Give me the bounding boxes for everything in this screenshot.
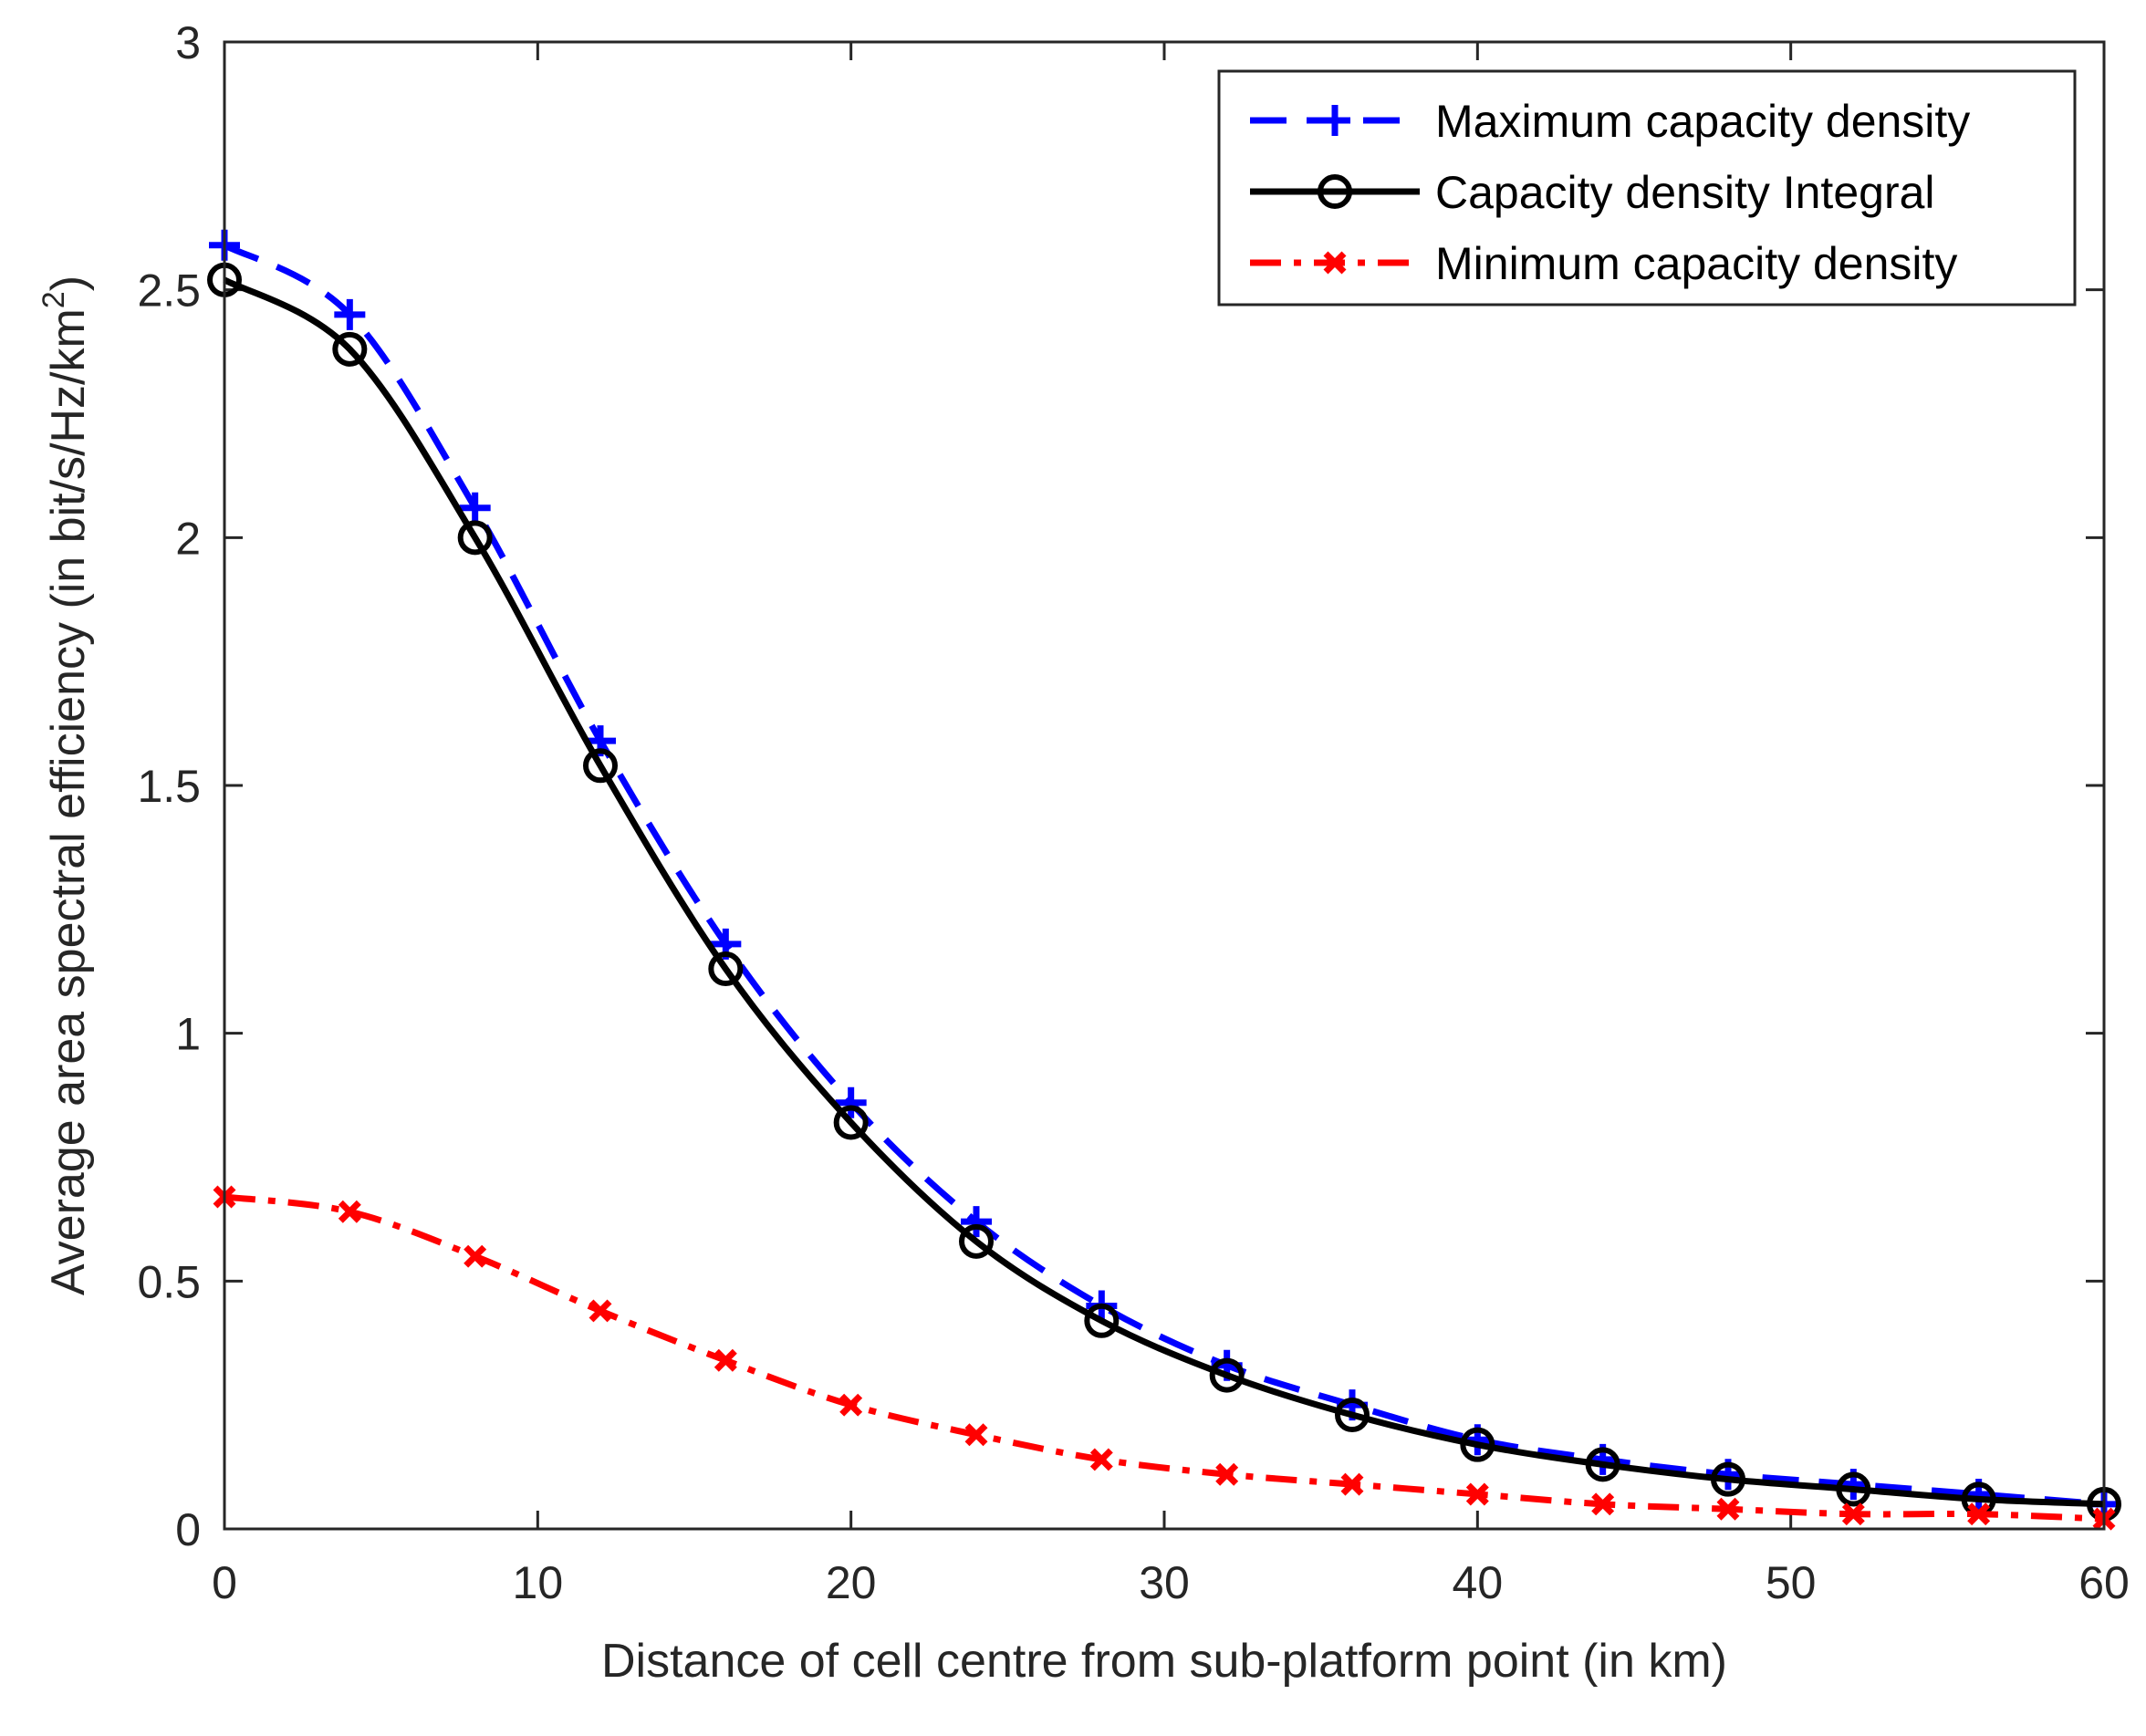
data-point-b <box>1215 1462 1239 1486</box>
data-point-b <box>1591 1492 1615 1516</box>
data-point-b <box>839 1393 863 1417</box>
x-tick-label: 30 <box>1139 1557 1190 1608</box>
y-tick-label: 0 <box>175 1504 201 1555</box>
data-point-b <box>338 1200 361 1223</box>
y-axis-label-text: Average area spectral efficiency (in bit… <box>42 308 95 1295</box>
legend-label: Capacity density Integral <box>1435 167 1935 218</box>
data-point <box>708 951 744 987</box>
data-point-b <box>1089 1448 1113 1471</box>
data-point-b <box>1340 1472 1364 1496</box>
data-point <box>1841 1502 1865 1526</box>
data-point <box>1215 1462 1239 1486</box>
x-tick-label: 60 <box>2078 1557 2130 1608</box>
data-point <box>457 520 493 556</box>
legend-label: Maximum capacity density <box>1435 96 1970 147</box>
y-tick-label: 1.5 <box>137 761 201 812</box>
data-point <box>1591 1492 1615 1516</box>
data-point <box>583 748 618 784</box>
x-axis-label: Distance of cell centre from sub-platfor… <box>601 1635 1727 1688</box>
legend: Maximum capacity density Capacity density… <box>1217 69 2077 307</box>
data-point <box>1340 1472 1364 1496</box>
y-axis-label: Average area spectral efficiency (in bit… <box>36 275 95 1295</box>
data-point <box>964 1423 988 1447</box>
data-point <box>835 1086 867 1118</box>
legend-marker <box>1323 251 1347 275</box>
data-point <box>1585 1447 1620 1482</box>
y-tick-label: 2.5 <box>137 265 201 317</box>
data-point-b <box>1716 1497 1740 1521</box>
axes-box <box>223 40 2106 1531</box>
x-tick-label: 20 <box>826 1557 877 1608</box>
data-point <box>833 1105 869 1140</box>
data-point <box>1711 1461 1745 1497</box>
data-point <box>332 331 368 367</box>
data-point <box>459 492 491 524</box>
x-tick-label: 10 <box>513 1557 564 1608</box>
data-point-b <box>1841 1502 1865 1526</box>
data-point <box>959 1223 994 1259</box>
data-point-b <box>589 1299 612 1323</box>
data-point <box>1089 1448 1113 1471</box>
series-line <box>223 242 2105 1508</box>
data-point-b <box>714 1348 737 1372</box>
y-axis-label-superscript: 2 <box>36 291 71 308</box>
series-3 <box>213 1185 2116 1531</box>
data-point-b <box>1967 1502 1991 1526</box>
y-tick-label: 1 <box>175 1009 201 1060</box>
data-point <box>338 1200 361 1223</box>
legend-entry: Maximum capacity density <box>1250 96 1970 147</box>
x-tick-label: 40 <box>1453 1557 1504 1608</box>
data-point <box>1084 1303 1120 1338</box>
data-point <box>1836 1471 1871 1507</box>
data-point-b <box>964 1423 988 1447</box>
x-tick-label: 50 <box>1766 1557 1817 1608</box>
legend-marker-b <box>1323 251 1347 275</box>
data-point <box>714 1348 737 1372</box>
data-point <box>1335 1398 1370 1433</box>
data-point <box>334 298 366 330</box>
data-point-b <box>1465 1482 1489 1506</box>
legend-entry: Minimum capacity density <box>1250 238 1957 289</box>
data-point <box>464 1244 487 1268</box>
y-axis-label-suffix: ) <box>42 275 95 291</box>
data-point <box>1465 1482 1489 1506</box>
legend-label: Minimum capacity density <box>1435 238 1957 289</box>
x-tick-label: 0 <box>212 1557 237 1608</box>
y-tick-label: 0.5 <box>137 1256 201 1307</box>
legend-marker <box>1318 174 1352 209</box>
data-point <box>1967 1502 1991 1526</box>
data-point <box>1209 1357 1245 1393</box>
tick-labels: 0 10 20 30 40 50 60 0 0.5 1 1.5 2 2.5 3 <box>137 17 2129 1608</box>
y-tick-label: 2 <box>175 513 201 564</box>
legend-entry: Capacity density Integral <box>1250 167 1935 218</box>
data-point <box>1460 1427 1495 1462</box>
data-point <box>839 1393 863 1417</box>
series-layer <box>207 229 2121 1531</box>
data-point <box>961 1206 992 1238</box>
series-line <box>224 1193 2105 1523</box>
legend-marker <box>1319 105 1350 136</box>
data-point-b <box>464 1244 487 1268</box>
data-point <box>1716 1497 1740 1521</box>
data-point <box>589 1299 612 1323</box>
y-tick-label: 3 <box>175 17 201 68</box>
